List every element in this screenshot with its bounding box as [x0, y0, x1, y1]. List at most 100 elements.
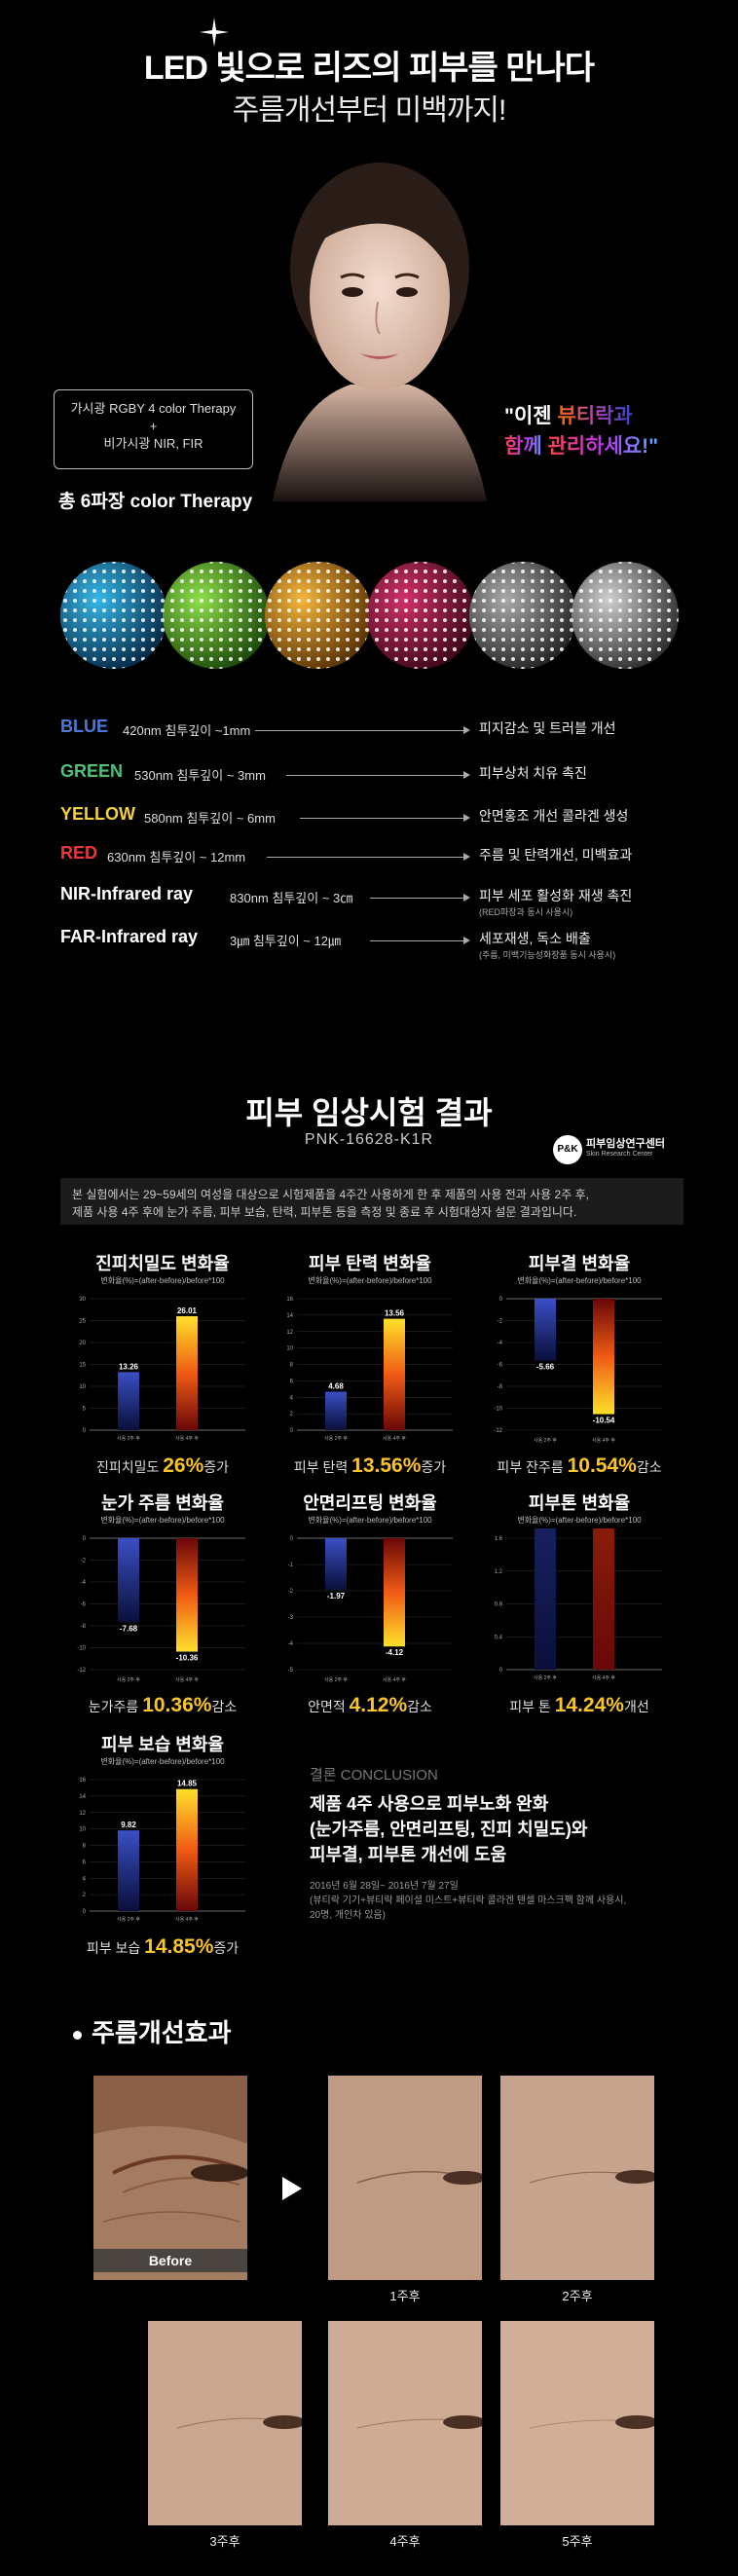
wavelength-row-red: RED 630nm 침투깊이 ~ 12mm 주름 및 탄력개선, 미백효과 — [60, 843, 693, 868]
result-value: 4.12% — [349, 1694, 408, 1716]
conclusion-label: 결론 CONCLUSION — [310, 1767, 438, 1784]
data-label: -4.12 — [386, 1648, 404, 1657]
model-portrait — [273, 163, 487, 501]
quote-manage: 관리하세요!" — [547, 435, 659, 458]
eye-closeup-photo — [148, 2321, 302, 2525]
chart-result: 피부 잔주름 10.54%감소 — [477, 1454, 682, 1478]
bar-after — [593, 1528, 614, 1670]
x-tick-label: 사용 4주 후 — [592, 1437, 615, 1444]
arrow-icon — [463, 771, 470, 779]
wavelength-spec: 630nm 침투깊이 ~ 12mm — [107, 850, 246, 865]
connector-line — [267, 857, 464, 858]
result-suffix: 증가 — [203, 1459, 230, 1475]
result-prefix: 피부 보습 — [86, 1940, 145, 1956]
tick-label: 8 — [83, 1844, 87, 1850]
connector-line — [300, 818, 464, 819]
x-tick-label: 사용 2주 후 — [324, 1676, 348, 1683]
eye-closeup-photo — [328, 2076, 482, 2280]
tick-label: 10 — [79, 1384, 86, 1390]
tick-label: 30 — [79, 1297, 86, 1303]
connector-line — [255, 730, 464, 731]
connector-line — [370, 940, 464, 941]
before-label: Before — [93, 2249, 247, 2272]
tick-label: 2 — [290, 1412, 294, 1417]
wavelength-effect: 피지감소 및 트러블 개선 — [479, 720, 616, 736]
tick-label: 12 — [79, 1811, 86, 1817]
data-label: 13.56 — [385, 1309, 405, 1318]
chart-result: 피부 탄력 13.56%증가 — [268, 1454, 472, 1478]
chart-face-lifting: 안면리프팅 변화율 변화율(%)=(after-before)/before*10… — [268, 1490, 472, 1743]
bar-before — [535, 1299, 556, 1361]
arrow-icon — [463, 853, 470, 861]
tick-label: 6 — [290, 1379, 294, 1384]
eye-closeup-photo — [93, 2076, 247, 2280]
bar-before — [535, 1528, 556, 1670]
arrow-icon — [463, 937, 470, 944]
quote-open: "이젠 — [504, 405, 558, 427]
bar-chart: 0 -2 -4 -6 -8 -10 -12 -7.68 사용 2주 후 -10.36 사용 4주 후 — [77, 1536, 245, 1683]
result-value: 10.54% — [567, 1454, 637, 1477]
tick-label: 0 — [83, 1909, 87, 1915]
x-tick-label: 사용 2주 후 — [117, 1676, 140, 1683]
chart-formula: 변화율(%)=(after-before)/before*100 — [308, 1516, 432, 1525]
tick-label: 12 — [286, 1330, 293, 1336]
bar-chart: 0 2 4 6 8 10 12 14 16 4.68 사용 2주 후 13.56 사용 4주 후 — [286, 1297, 453, 1442]
tick-label: -3 — [288, 1615, 294, 1621]
tick-label: 25 — [79, 1319, 86, 1325]
x-tick-label: 사용 4주 후 — [592, 1674, 615, 1681]
tick-label: 0 — [290, 1428, 294, 1434]
tick-label: 0.4 — [495, 1635, 503, 1640]
x-tick-label: 사용 2주 후 — [534, 1437, 557, 1444]
tick-label: 15 — [79, 1363, 86, 1369]
result-suffix: 증가 — [421, 1459, 447, 1475]
tick-label: 0.8 — [495, 1602, 503, 1608]
play-arrow-icon — [282, 2177, 302, 2200]
chart-formula: 변화율(%)=(after-before)/before*100 — [100, 1276, 225, 1285]
chart-result: 진피치밀도 26%증가 — [60, 1454, 265, 1478]
wavelength-effect: 세포재생, 독소 배출 — [479, 931, 591, 946]
wavelength-name: NIR-Infrared ray — [60, 884, 194, 903]
invisible-light-text: 비가시광 NIR, FIR — [103, 436, 203, 451]
wavelength-spec: 830nm 침투깊이 ~ 3㎝ — [230, 891, 353, 905]
x-tick-label: 사용 2주 후 — [534, 1674, 557, 1681]
result-suffix: 감소 — [211, 1699, 238, 1714]
week-label: 4주후 — [389, 2534, 421, 2549]
wavelength-row-yellow: YELLOW 580nm 침투깊이 ~ 6mm 안면홍조 개선 콜라겐 생성 — [60, 804, 693, 829]
chart-title: 피부톤 변화율 — [528, 1493, 631, 1513]
tick-label: 4 — [290, 1395, 294, 1401]
data-label: 14.85 — [177, 1780, 198, 1788]
tick-label: -4 — [288, 1641, 294, 1647]
bar-chart: 0 -2 -4 -6 -8 -10 -12 -5.66 사용 2주 후 -10.54 사용 4주 후 — [494, 1297, 662, 1444]
x-tick-label: 사용 4주 후 — [175, 1435, 199, 1442]
data-label: -7.68 — [120, 1624, 138, 1633]
brand-quote: "이젠 뷰티락과 함께 관리하세요!" — [504, 401, 658, 461]
wavelength-row-fir: FAR-Infrared ray 3㎛ 침투깊이 ~ 12㎛ 세포재생, 독소 … — [60, 927, 693, 966]
photo-before: Before — [93, 2076, 247, 2280]
chart-skin-tone: 피부톤 변화율 변화율(%)=(after-before)/before*100 0… — [477, 1490, 682, 1743]
quote-together: 함께 — [504, 435, 548, 458]
tick-label: -1 — [288, 1563, 294, 1568]
wavelength-row-nir: NIR-Infrared ray 830nm 침투깊이 ~ 3㎝ 피부 세포 활… — [60, 884, 693, 923]
tick-label: 14 — [286, 1313, 293, 1319]
wavelength-effect: 주름 및 탄력개선, 미백효과 — [479, 847, 633, 863]
conclusion-note: 2016년 6월 28일~ 2016년 7월 27일 (뷰티락 기기+뷰티락 페… — [310, 1879, 680, 1923]
arrow-icon — [463, 894, 470, 902]
bar-chart: 0 -1 -2 -3 -4 -5 -1.97 사용 2주 후 -4.12 사용 4주 후 — [288, 1536, 453, 1683]
result-prefix: 눈가주름 — [88, 1699, 143, 1714]
chart-formula: 변화율(%)=(after-before)/before*100 — [100, 1757, 225, 1766]
result-prefix: 진피치밀도 — [95, 1459, 164, 1475]
conclusion-line: 피부결, 피부톤 개선에 도움 — [310, 1845, 507, 1864]
tick-label: -6 — [81, 1602, 87, 1608]
arrow-icon — [463, 726, 470, 734]
tick-label: -6 — [498, 1363, 503, 1369]
color-therapy-box: 가시광 RGBY 4 color Therapy + 비가시광 NIR, FIR — [54, 389, 253, 469]
eye-closeup-photo — [500, 2076, 654, 2280]
bar-before — [118, 1372, 139, 1430]
eye-closeup-photo — [328, 2321, 482, 2525]
tick-label: 1.2 — [495, 1569, 503, 1575]
tick-label: 20 — [79, 1341, 86, 1346]
note-line: 2016년 6월 28일~ 2016년 7월 27일 — [310, 1881, 459, 1892]
wavelength-name: YELLOW — [60, 804, 135, 824]
photo-week1 — [328, 2076, 482, 2280]
chart-formula: 변화율(%)=(after-before)/before*100 — [100, 1516, 225, 1525]
